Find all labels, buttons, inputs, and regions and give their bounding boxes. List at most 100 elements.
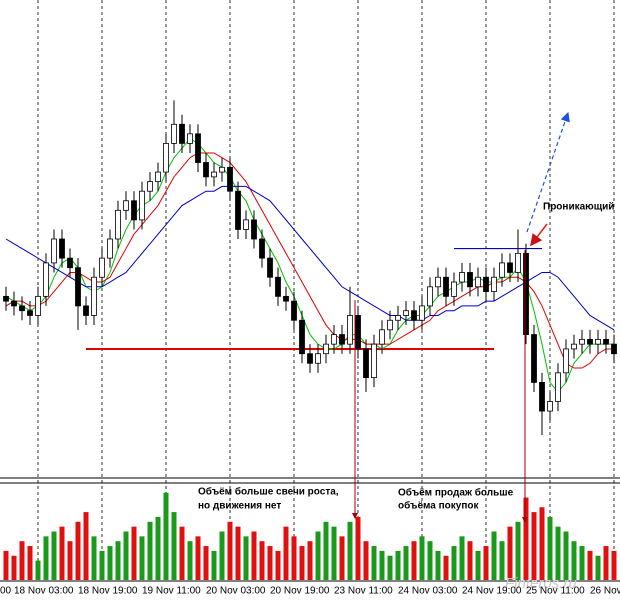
- candle-body: [19, 305, 25, 312]
- volume-bar: [179, 526, 185, 580]
- candle-body: [587, 338, 593, 345]
- annotation: объёма покупок: [398, 500, 479, 512]
- candle-body: [347, 315, 353, 345]
- volume-bar: [411, 541, 417, 580]
- volume-bar: [587, 550, 593, 580]
- volume-bar: [427, 541, 433, 580]
- candle-body: [523, 252, 529, 335]
- moving-average: [5, 185, 615, 331]
- volume-bar: [115, 541, 121, 580]
- volume-bar: [19, 541, 25, 580]
- candle-body: [179, 123, 185, 144]
- volume-bar: [251, 531, 257, 580]
- candle-body: [139, 190, 145, 221]
- volume-bar: [611, 550, 617, 580]
- volume-bar: [59, 526, 65, 580]
- candle-body: [171, 123, 177, 144]
- volume-bar: [123, 531, 129, 580]
- volume-bar: [131, 526, 137, 580]
- x-tick-label: 24 Nov 19:00: [462, 586, 522, 597]
- x-tick-label: 19 Nov 11:00: [142, 586, 201, 597]
- volume-bar: [75, 521, 81, 580]
- candle-body: [339, 334, 345, 345]
- annotation: Проникающий: [543, 202, 614, 213]
- x-tick-label: 25 Nov 11:00: [526, 586, 585, 597]
- candle-body: [323, 343, 329, 355]
- plot-area: [3, 100, 617, 580]
- volume-bar: [419, 536, 425, 580]
- volume-bar: [267, 546, 273, 580]
- x-axis-labels: 00 18 Nov 03:00 18 Nov 19:00 19 Nov 11:00 20…: [0, 586, 620, 597]
- x-tick-label: 20 Nov 03:00: [206, 586, 266, 597]
- annotation: Объём больше свечи роста,: [198, 486, 339, 498]
- arrow: [530, 223, 548, 247]
- candle-body: [195, 133, 201, 163]
- candle-body: [363, 348, 369, 379]
- volume-bar: [299, 546, 305, 580]
- volume-bar: [523, 497, 529, 580]
- candle-body: [387, 319, 393, 331]
- volume-bar: [235, 526, 241, 580]
- volume-bar: [291, 536, 297, 580]
- volume-bar: [539, 507, 545, 580]
- volume-bar: [571, 541, 577, 580]
- volume-bar: [451, 546, 457, 580]
- candle-body: [91, 276, 97, 316]
- candle-body: [115, 209, 121, 240]
- volume-bar: [307, 541, 313, 580]
- candle-body: [491, 276, 497, 292]
- volume-bar: [483, 546, 489, 580]
- volume-bar: [355, 516, 361, 580]
- volume-bar: [11, 555, 17, 580]
- volume-bar: [227, 521, 233, 580]
- candle-body: [475, 276, 481, 288]
- candle-body: [555, 372, 561, 402]
- volume-bar: [99, 550, 105, 580]
- volume-bar: [3, 550, 9, 580]
- candle-body: [315, 353, 321, 364]
- candle-body: [603, 338, 609, 345]
- candle-body: [299, 319, 305, 355]
- candle-body: [187, 133, 193, 144]
- moving-average: [5, 152, 614, 369]
- volume-bar: [91, 536, 97, 580]
- x-tick-label: 26 Nov: [590, 586, 620, 597]
- volume-bar: [43, 536, 49, 580]
- candle-body: [459, 272, 465, 283]
- volume-bar: [379, 550, 385, 580]
- candle-body: [259, 238, 265, 259]
- volume-bar: [315, 531, 321, 580]
- candle-body: [611, 343, 617, 355]
- volume-bar: [283, 526, 289, 580]
- volume-bar: [67, 541, 73, 580]
- moving-average: [5, 137, 614, 393]
- volume-bar: [83, 512, 89, 580]
- volume-bar: [491, 531, 497, 580]
- candle-body: [67, 257, 73, 269]
- volume-bar: [275, 550, 281, 580]
- candle-body: [251, 219, 257, 240]
- volume-bar: [515, 521, 521, 580]
- candle-body: [371, 343, 377, 379]
- candle-body: [227, 166, 233, 192]
- volume-bar: [531, 512, 537, 580]
- volume-bar: [331, 526, 337, 580]
- candle-body: [235, 190, 241, 230]
- volume-bar: [403, 546, 409, 580]
- volume-bar: [547, 516, 553, 580]
- candle-body: [411, 310, 417, 321]
- candle-body: [267, 257, 273, 278]
- candle-body: [515, 252, 521, 273]
- volume-bar: [243, 536, 249, 580]
- volume-bar: [323, 521, 329, 580]
- volume-bar: [219, 531, 225, 580]
- candle-body: [155, 171, 161, 183]
- candle-body: [435, 276, 441, 288]
- volume-bar: [467, 541, 473, 580]
- volume-bar: [27, 546, 33, 580]
- annotation: но движения нет: [198, 501, 281, 512]
- candle-body: [3, 295, 9, 302]
- candle-body: [123, 200, 129, 211]
- candle-body: [99, 257, 105, 278]
